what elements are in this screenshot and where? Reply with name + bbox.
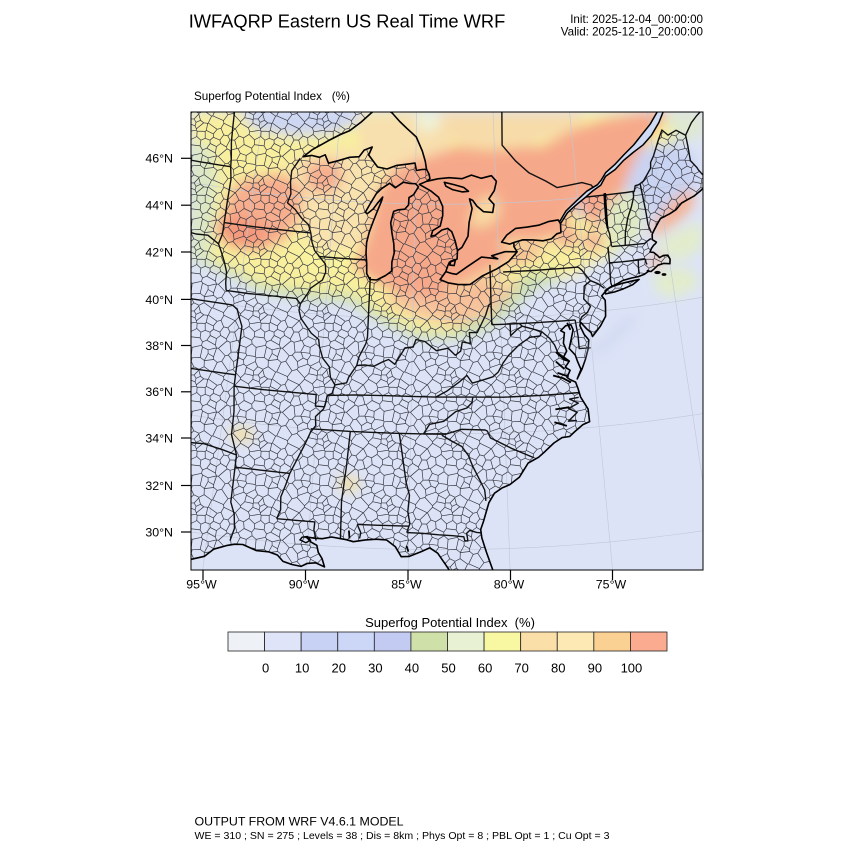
svg-text:34°N: 34°N	[145, 431, 173, 445]
svg-text:Superfog Potential Index (%): Superfog Potential Index (%)	[194, 90, 350, 103]
svg-text:20: 20	[332, 660, 346, 675]
svg-text:Valid: 2025-12-10_20:00:00: Valid: 2025-12-10_20:00:00	[561, 25, 703, 38]
svg-text:60: 60	[478, 660, 492, 675]
svg-text:40°N: 40°N	[145, 293, 173, 307]
svg-text:32°N: 32°N	[145, 479, 173, 493]
svg-text:85°W: 85°W	[391, 577, 422, 591]
svg-text:50: 50	[441, 660, 455, 675]
svg-text:70: 70	[514, 660, 528, 675]
svg-text:OUTPUT FROM WRF V4.6.1 MODEL: OUTPUT FROM WRF V4.6.1 MODEL	[195, 815, 404, 829]
svg-text:46°N: 46°N	[145, 152, 173, 166]
svg-text:90°W: 90°W	[289, 577, 320, 591]
svg-text:75°W: 75°W	[596, 577, 627, 591]
svg-text:80: 80	[551, 660, 565, 675]
svg-text:Init: 2025-12-04_00:00:00: Init: 2025-12-04_00:00:00	[570, 13, 703, 26]
svg-text:30°N: 30°N	[145, 525, 173, 539]
svg-text:WE = 310 ; SN = 275 ; Levels =: WE = 310 ; SN = 275 ; Levels = 38 ; Dis …	[195, 830, 610, 842]
svg-text:30: 30	[368, 660, 382, 675]
svg-text:95°W: 95°W	[186, 577, 217, 591]
svg-text:36°N: 36°N	[145, 385, 173, 399]
svg-text:100: 100	[621, 660, 643, 675]
svg-text:90: 90	[588, 660, 602, 675]
svg-text:44°N: 44°N	[145, 199, 173, 213]
svg-text:Superfog Potential Index (%): Superfog Potential Index (%)	[365, 615, 535, 630]
svg-text:42°N: 42°N	[145, 245, 173, 259]
svg-text:38°N: 38°N	[145, 339, 173, 353]
svg-text:40: 40	[405, 660, 419, 675]
svg-text:10: 10	[295, 660, 309, 675]
svg-text:80°W: 80°W	[494, 577, 525, 591]
svg-text:0: 0	[262, 660, 269, 675]
svg-text:IWFAQRP Eastern US Real Time W: IWFAQRP Eastern US Real Time WRF	[189, 11, 506, 32]
